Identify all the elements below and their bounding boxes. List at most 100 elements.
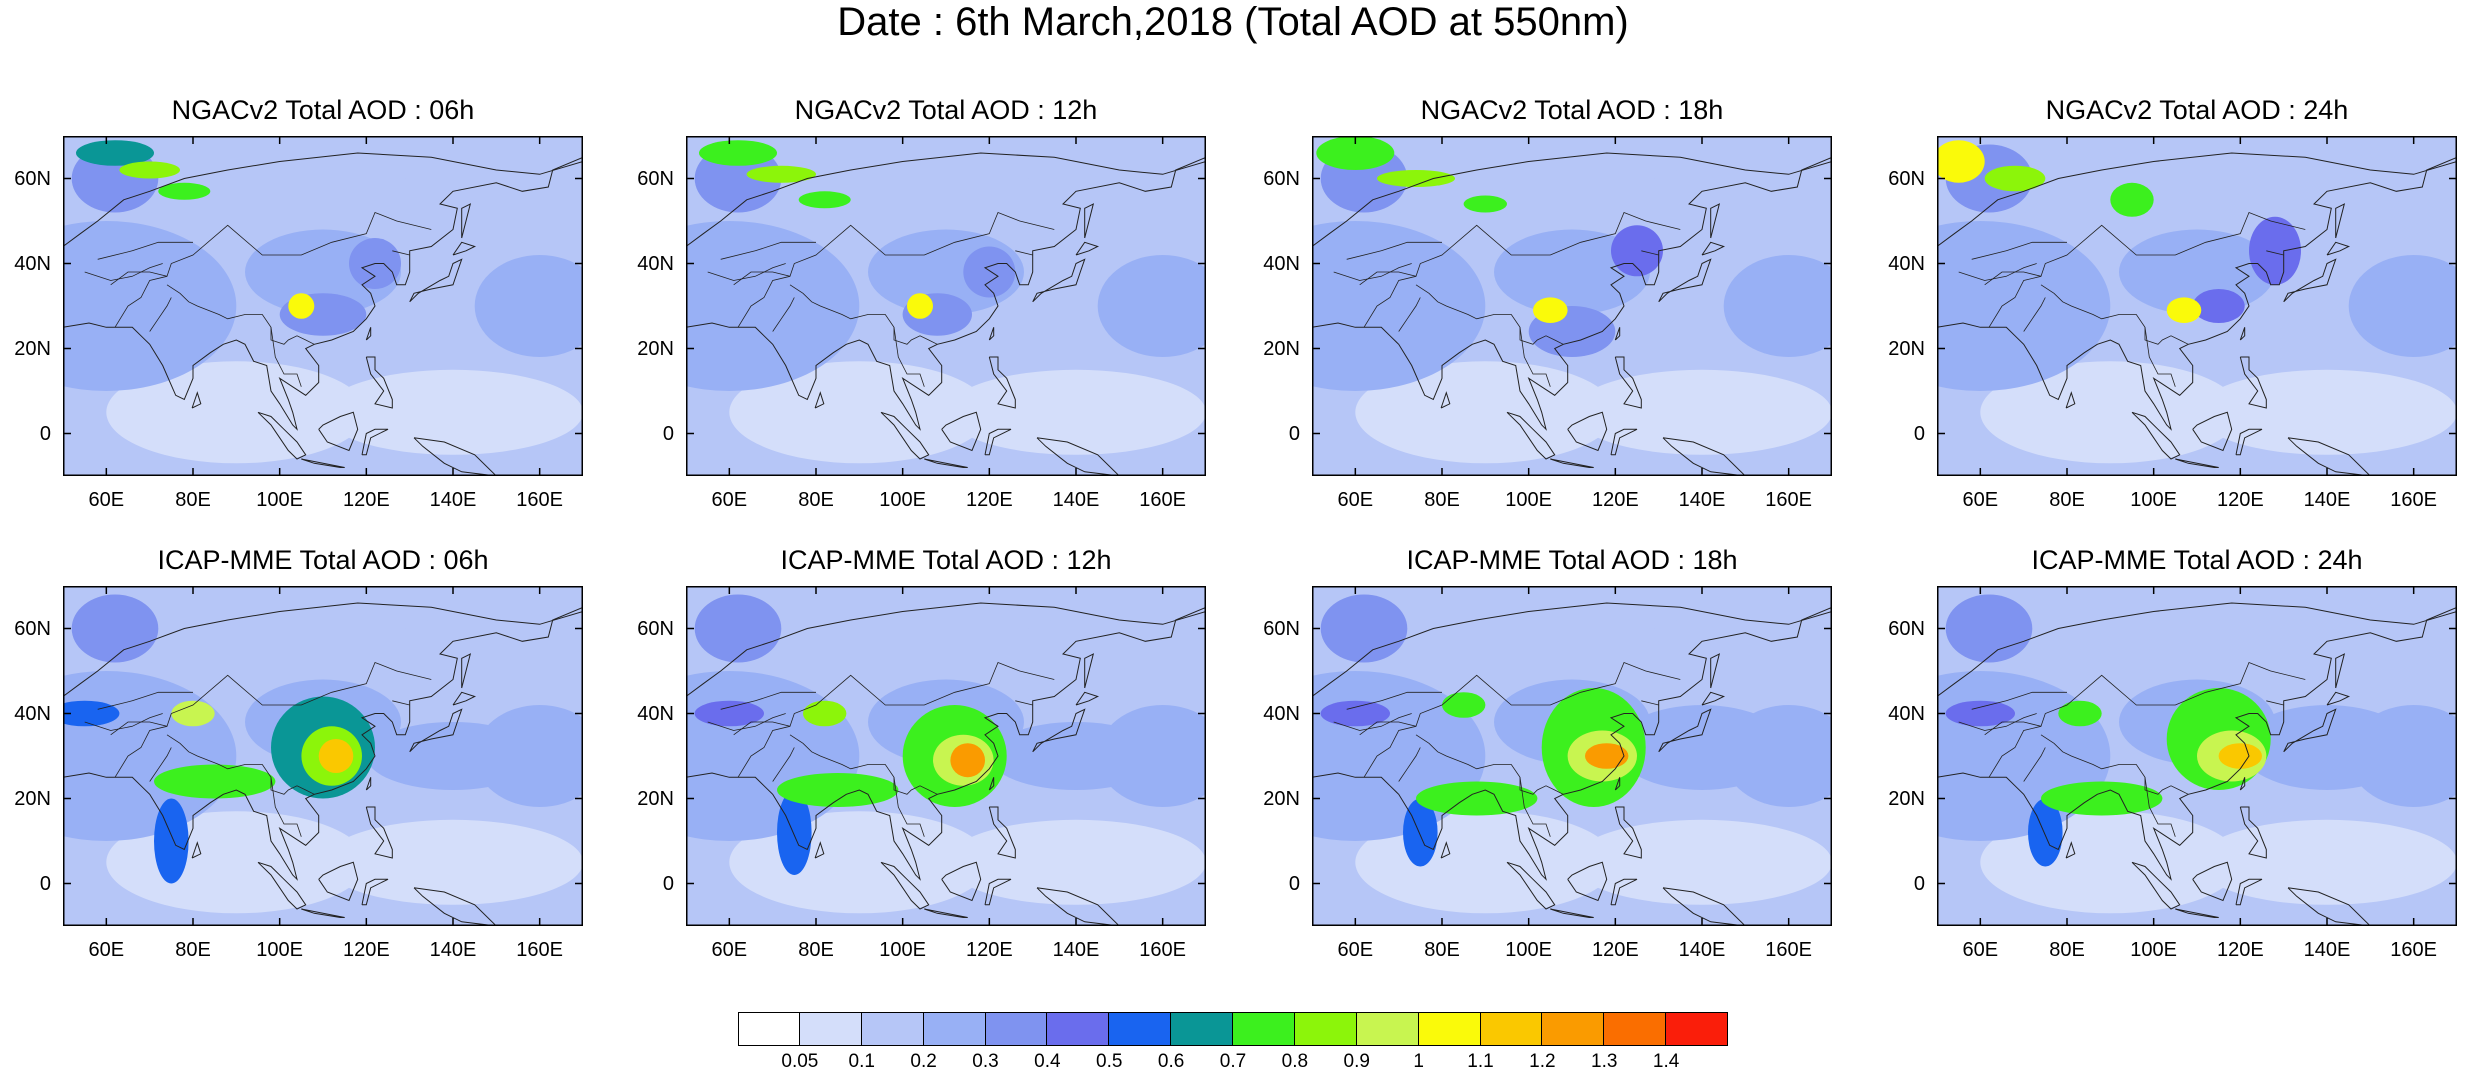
aod-region [1615,705,1789,790]
aod-region [2348,255,2457,357]
colorbar-label: 0.3 [972,1051,999,1072]
aod-region [1463,195,1507,213]
lat-tick-label: 60N [1888,617,1925,640]
lon-tick-label: 100E [256,939,304,961]
lat-tick-label: 60N [14,167,51,190]
coastline [988,806,1016,859]
lat-tick-label: 40N [1263,252,1300,275]
lon-tick-label: 120E [1591,489,1639,511]
country-border [1015,700,1033,706]
aod-colorbar [738,1012,1728,1046]
aod-region [2119,229,2275,315]
aod-region [1416,781,1538,816]
aod-map [1312,586,1832,926]
coastline [2065,391,2076,409]
coastline [2283,258,2337,303]
panel-title: NGACv2 Total AOD : 12h [794,95,1098,125]
coastline [191,841,202,859]
coastline [1937,152,2457,247]
aod-region [1097,255,1206,357]
coastline [365,356,393,409]
lon-tick-label: 140E [1052,489,1100,511]
aod-region [474,255,583,357]
coastline [1701,691,1726,706]
country-border [1363,725,1417,778]
aod-region [694,594,782,663]
country-border [1359,211,1681,286]
aod-region [2197,369,2457,455]
country-border [707,263,786,281]
coastline [2287,437,2372,476]
country-border [772,297,795,332]
coastline [984,428,1012,456]
aod-region [2110,182,2154,217]
aod-region [2249,216,2301,285]
coastline [984,878,1012,906]
lat-tick-label: 20N [14,787,51,810]
lon-tick-label: 80E [798,489,834,511]
country-border [110,211,432,286]
country-border [2266,700,2284,706]
lat-tick-label: 40N [1263,702,1300,725]
colorbar-label: 1.4 [1652,1051,1680,1072]
coastline [301,908,345,918]
country-border [720,241,816,260]
colorbar-cell [1109,1012,1172,1046]
coastline [924,458,968,468]
colorbar-cell [1418,1012,1481,1046]
aod-field-svg [63,136,583,476]
aod-region [686,221,860,391]
coastline [686,152,1206,247]
aod-region [171,700,215,727]
coastline [1610,878,1638,906]
coastline [1036,887,1121,926]
coastline [1032,258,1086,303]
aod-region [1355,361,1616,464]
lon-tick-label: 120E [342,939,390,961]
country-border [1988,275,2042,328]
country-border [1333,263,1412,281]
coastline [1710,653,1721,689]
country-border [1333,713,1412,731]
lat-tick-label: 0 [1913,872,1925,895]
aod-region [323,369,583,455]
map-frame [1312,136,1832,476]
lon-tick-label: 100E [879,939,927,961]
lon-tick-label: 140E [1678,489,1726,511]
country-border [114,275,168,328]
country-border [2023,297,2046,332]
aod-region [1320,700,1390,727]
aod-region [963,246,1016,298]
lon-tick-label: 100E [256,489,304,511]
coastline [941,861,982,902]
panel-title: NGACv2 Total AOD : 18h [1420,95,1724,125]
lat-tick-label: 20N [1263,337,1300,360]
aod-region [1615,161,1832,281]
aod-region [366,611,583,731]
aod-region [1615,611,1832,731]
country-border [1988,725,2042,778]
country-border [166,284,315,345]
coastline [1440,841,1451,859]
aod-region [154,798,189,884]
country-border [707,713,786,731]
lon-tick-label: 60E [1337,939,1374,961]
coastline [452,241,477,256]
colorbar-cell [738,1012,800,1046]
coastline [191,391,202,409]
lat-tick-label: 0 [662,422,674,445]
colorbar-label: 1.1 [1467,1051,1494,1072]
aod-region [288,293,315,319]
colorbar-cell [861,1012,924,1046]
coastline [1567,861,1608,902]
aod-field-svg [1937,586,2457,926]
colorbar-label: 1.3 [1591,1051,1618,1072]
lon-tick-label: 140E [2303,489,2351,511]
lon-tick-label: 60E [88,489,125,511]
lat-tick-label: 40N [1888,702,1925,725]
lon-tick-label: 120E [2216,939,2264,961]
colorbar-cell [1666,1012,1728,1046]
coastline [1550,908,1594,918]
lon-tick-label: 160E [516,939,564,961]
aod-map [686,136,1206,476]
